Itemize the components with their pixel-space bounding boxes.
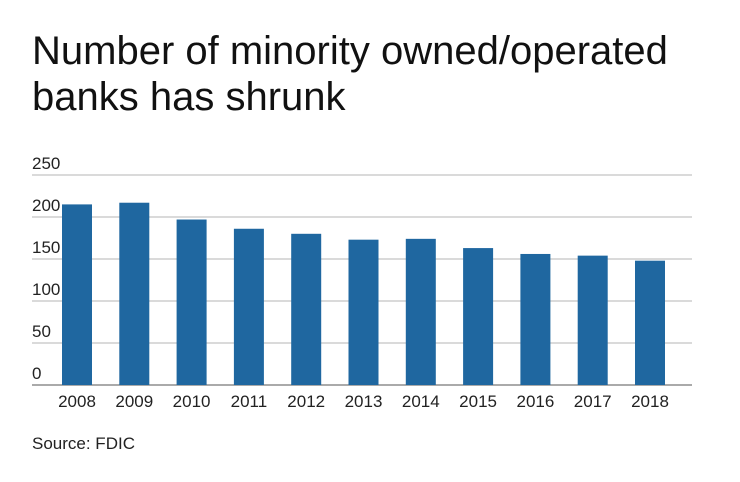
bar	[577, 255, 608, 385]
bar	[291, 233, 322, 385]
bar	[348, 239, 379, 385]
bar	[405, 238, 436, 385]
x-tick-label: 2009	[115, 392, 153, 411]
bar	[62, 204, 92, 385]
x-tick-label: 2013	[345, 392, 383, 411]
x-tick-label: 2008	[58, 392, 96, 411]
bar	[176, 219, 207, 385]
x-tick-label: 2015	[459, 392, 497, 411]
y-axis-tick-labels: 0 50 100 150 200 250	[32, 154, 60, 383]
bar	[233, 228, 264, 385]
x-axis-tick-labels: 2008 2009 2010 2011 2012 2013 2014 2015 2016 2017…	[58, 392, 669, 411]
y-tick-label: 150	[32, 238, 60, 257]
x-tick-label: 2011	[231, 392, 268, 411]
bars	[62, 202, 665, 385]
y-tick-label: 50	[32, 322, 51, 341]
x-tick-label: 2014	[402, 392, 440, 411]
bar	[635, 260, 665, 385]
x-tick-label: 2010	[173, 392, 211, 411]
y-tick-label: 250	[32, 154, 60, 173]
x-tick-label: 2012	[287, 392, 325, 411]
x-tick-label: 2017	[574, 392, 612, 411]
y-tick-label: 100	[32, 280, 60, 299]
bar	[463, 248, 494, 385]
bar	[119, 202, 150, 385]
x-tick-label: 2018	[631, 392, 669, 411]
y-tick-label: 0	[32, 364, 41, 383]
y-tick-label: 200	[32, 196, 60, 215]
x-tick-label: 2016	[516, 392, 554, 411]
bar	[520, 253, 551, 385]
chart-title: Number of minority owned/operated banks …	[32, 29, 668, 119]
source-note: Source: FDIC	[32, 434, 135, 453]
